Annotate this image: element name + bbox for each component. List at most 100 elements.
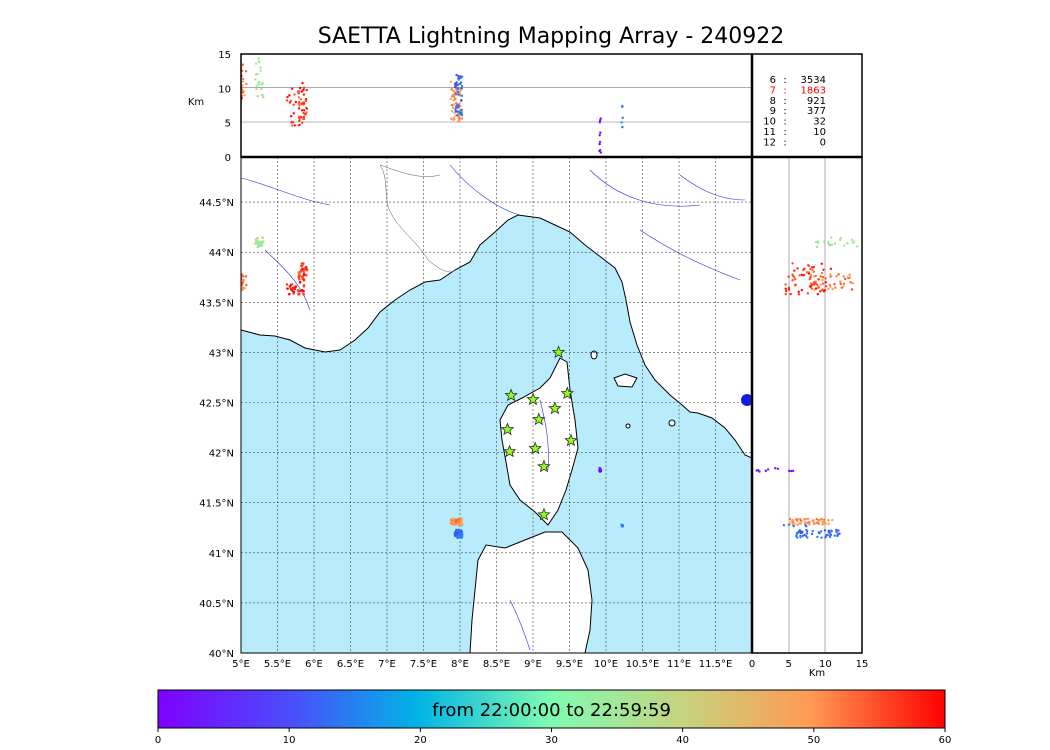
lightning-source <box>260 244 264 247</box>
colorbar: 0 10 20 30 40 50 60 <box>155 689 951 746</box>
lightning-source-alt <box>235 61 237 63</box>
lightning-source-alt <box>238 98 240 100</box>
side-tick-label: 10 <box>819 659 832 670</box>
stats-label: 9 <box>770 106 776 117</box>
lightning-source-side <box>836 534 839 538</box>
side-tick-label: 15 <box>856 659 869 670</box>
lightning-source-side <box>817 520 820 523</box>
lightning-source <box>261 236 264 239</box>
lon-tick-label: 7°E <box>378 659 396 670</box>
lightning-source <box>302 289 305 293</box>
lightning-source-side <box>787 523 791 527</box>
stats-value: 921 <box>807 96 826 107</box>
lightning-source-side <box>809 273 813 277</box>
lightning-source-side <box>787 275 790 278</box>
lightning-source-side <box>818 290 822 293</box>
lightning-source-alt <box>298 119 301 122</box>
lightning-source-side <box>811 519 814 523</box>
lightning-source <box>454 533 458 536</box>
lightning-source-side <box>848 273 851 276</box>
lightning-source <box>301 267 304 271</box>
lightning-source-alt <box>449 80 453 84</box>
lightning-source-alt <box>236 100 238 102</box>
lightning-source <box>458 535 462 539</box>
lightning-source <box>304 267 307 270</box>
lightning-source-alt <box>235 73 237 75</box>
lightning-source-alt <box>452 99 456 102</box>
lightning-source-side <box>817 278 820 281</box>
lightning-source-side <box>828 283 832 287</box>
lightning-source-side <box>826 533 829 537</box>
lightning-source-alt <box>235 97 237 99</box>
lon-tick-label: 5.5°E <box>264 659 291 670</box>
lightning-source <box>257 240 261 243</box>
lightning-source-side <box>791 262 794 265</box>
lightning-source <box>460 530 463 534</box>
lightning-source-alt <box>297 92 300 95</box>
lightning-source-side <box>799 522 802 525</box>
lightning-source-side <box>819 275 822 278</box>
lightning-source-alt <box>454 97 457 101</box>
lat-tick-label: 42.5°N <box>199 398 234 409</box>
alt-axis-label: Km <box>188 97 204 108</box>
lightning-source <box>302 284 306 287</box>
lightning-source-alt <box>257 60 261 63</box>
lightning-source <box>255 242 259 245</box>
lightning-source <box>235 282 238 285</box>
lightning-source-alt <box>455 102 458 105</box>
lightning-source-side <box>824 536 827 539</box>
lightning-source-alt <box>257 81 260 84</box>
lightning-source-side <box>796 267 799 270</box>
lightning-source-alt <box>255 87 258 91</box>
lightning-source-alt <box>237 101 239 103</box>
lightning-source <box>298 280 302 284</box>
lightning-source <box>458 523 462 526</box>
lightning-source <box>235 275 238 278</box>
lightning-source-side <box>844 277 847 281</box>
stats-separator: : <box>783 137 786 148</box>
lightning-source-alt <box>298 115 301 118</box>
lightning-source-side <box>774 467 777 470</box>
lightning-source-side <box>815 517 818 521</box>
lat-tick-label: 41.5°N <box>199 499 234 510</box>
lightning-source-side <box>824 280 827 284</box>
lightning-source-side <box>803 522 807 525</box>
lightning-source-alt <box>449 97 452 100</box>
lightning-source-side <box>766 468 770 471</box>
lightning-source-side <box>755 469 758 472</box>
stats-separator: : <box>783 117 786 128</box>
lightning-source-side <box>831 518 834 522</box>
alt-tick-label: 10 <box>218 84 231 95</box>
lightning-source-alt <box>245 82 248 86</box>
lightning-source-side <box>802 274 806 277</box>
lightning-source-side <box>829 275 832 279</box>
lightning-source-side <box>829 267 833 271</box>
lightning-source-side <box>821 282 825 285</box>
lightning-source-side <box>809 267 812 271</box>
lightning-source-side <box>788 517 792 521</box>
lightning-source-side <box>842 285 845 288</box>
lightning-source <box>294 285 298 288</box>
lightning-source <box>460 518 463 522</box>
lightning-source <box>598 469 601 473</box>
lightning-source <box>235 276 238 279</box>
lightning-source-alt <box>300 102 303 105</box>
lightning-source-side <box>784 287 787 290</box>
lightning-source-alt <box>300 109 304 112</box>
island <box>668 419 676 427</box>
lightning-source-alt <box>598 134 601 137</box>
lightning-source <box>286 287 289 290</box>
lightning-source-side <box>818 531 821 535</box>
lightning-source-side <box>810 532 814 536</box>
lightning-source-alt <box>452 106 455 109</box>
lightning-source-side <box>822 268 825 272</box>
lightning-source-side <box>839 282 843 286</box>
lightning-source-alt <box>254 78 257 81</box>
lightning-source <box>460 522 464 525</box>
stats-label: 10 <box>763 117 776 128</box>
lightning-source-side <box>801 530 804 533</box>
lightning-source-side <box>816 535 819 539</box>
lightning-source-side <box>827 242 830 245</box>
lightning-source <box>300 275 304 278</box>
